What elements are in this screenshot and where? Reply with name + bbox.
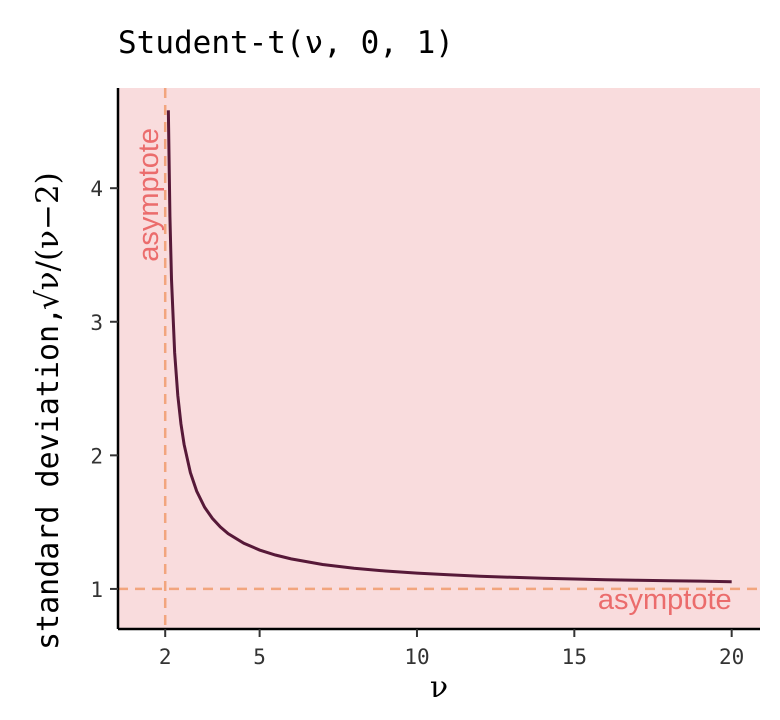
- x-tick-label: 2: [159, 645, 172, 669]
- y-tick-label: 2: [90, 444, 103, 468]
- vertical-asymptote-label: asymptote: [133, 128, 165, 262]
- y-tick-label: 1: [90, 578, 103, 602]
- y-tick-label: 3: [90, 311, 103, 335]
- svg-text:standard deviation,: standard deviation,: [31, 307, 66, 650]
- svg-text:√ν/(ν−2): √ν/(ν−2): [30, 172, 66, 310]
- x-tick-label: 15: [562, 645, 587, 669]
- y-axis-label-formula: √ν/(ν−2): [30, 172, 66, 310]
- x-tick-label: 10: [404, 645, 429, 669]
- x-ticks: 2 5 10 15 20: [159, 629, 744, 669]
- y-ticks: 1 2 3 4: [90, 177, 118, 602]
- x-tick-label: 5: [253, 645, 266, 669]
- plot-panel: [118, 88, 760, 629]
- chart-title-main: Student-t: [118, 25, 286, 61]
- chart-title: Student-t(ν, 0, 1): [118, 25, 454, 61]
- x-tick-label: 20: [719, 645, 744, 669]
- horizontal-asymptote-label: asymptote: [598, 584, 732, 616]
- y-axis-label-text: standard deviation,: [31, 307, 66, 650]
- y-axis-label: standard deviation, √ν/(ν−2): [30, 172, 66, 650]
- chart-title-args: (ν, 0, 1): [286, 25, 454, 61]
- y-tick-label: 4: [90, 177, 103, 201]
- x-axis-label: ν: [430, 670, 448, 705]
- series-line: [166, 110, 732, 584]
